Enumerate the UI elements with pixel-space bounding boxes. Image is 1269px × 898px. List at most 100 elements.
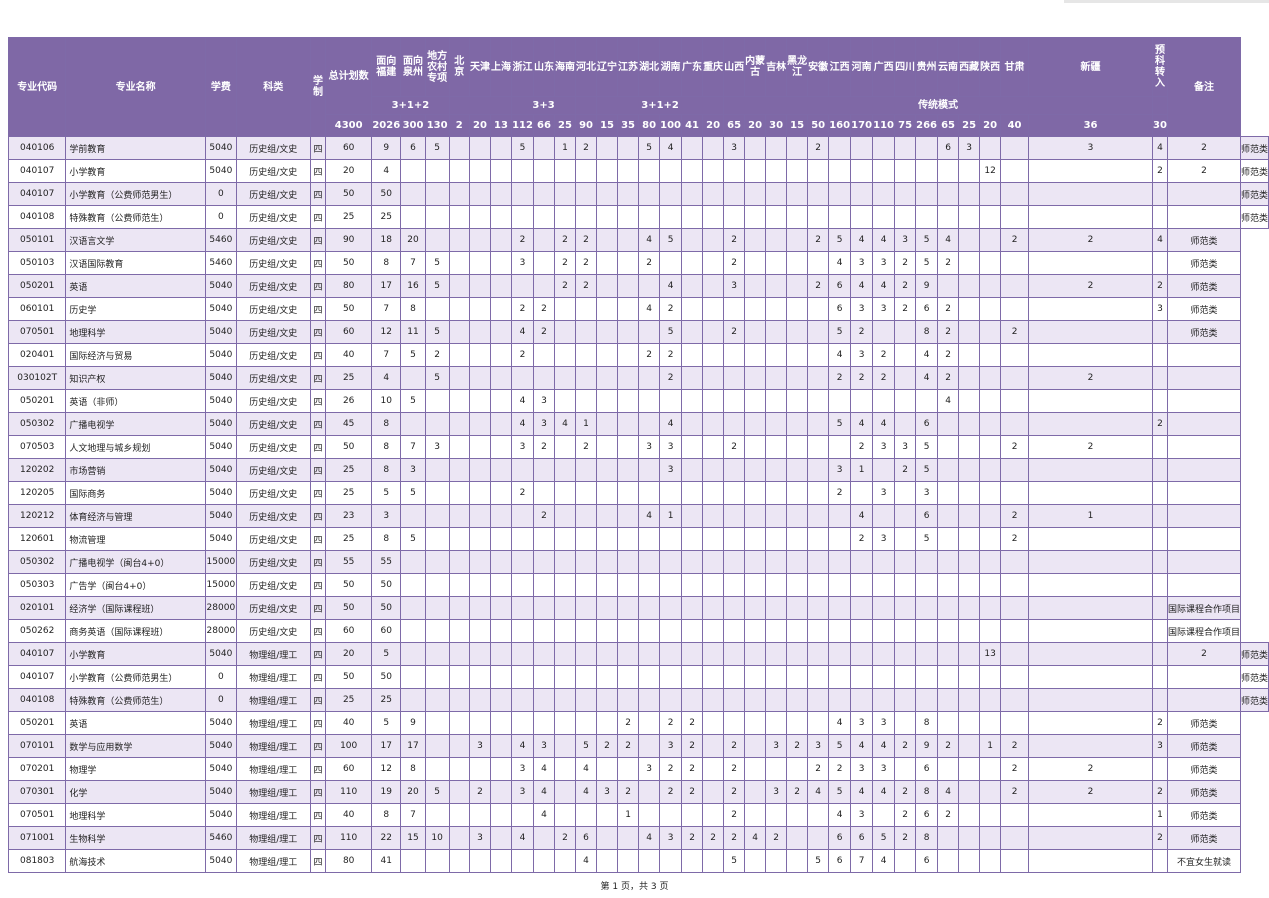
table-cell: 4 bbox=[828, 251, 852, 275]
table-cell bbox=[765, 573, 788, 597]
table-cell bbox=[596, 481, 619, 505]
table-cell bbox=[786, 182, 809, 206]
table-cell bbox=[575, 458, 598, 482]
table-cell: 6 bbox=[828, 826, 852, 850]
table-cell bbox=[1152, 849, 1168, 873]
table-cell bbox=[958, 573, 981, 597]
table-cell bbox=[448, 734, 470, 758]
table-cell bbox=[424, 849, 450, 873]
table-cell bbox=[532, 849, 556, 873]
table-cell bbox=[702, 412, 725, 436]
major-name-cell: 英语 bbox=[65, 274, 206, 298]
table-cell bbox=[765, 136, 788, 160]
major-name-cell: 小学教育 bbox=[65, 642, 206, 666]
table-cell bbox=[596, 389, 619, 413]
table-cell bbox=[511, 665, 534, 689]
table-cell bbox=[489, 619, 513, 643]
table-cell: 2 bbox=[937, 320, 960, 344]
table-cell bbox=[448, 665, 470, 689]
table-cell bbox=[958, 619, 981, 643]
table-cell bbox=[468, 159, 492, 183]
table-cell: 5 bbox=[872, 826, 896, 850]
table-cell bbox=[979, 826, 1002, 850]
table-cell bbox=[828, 665, 852, 689]
table-cell: 师范类 bbox=[1239, 688, 1269, 712]
table-cell: 2 bbox=[638, 251, 661, 275]
header-plan-total: 110 bbox=[872, 114, 896, 137]
table-cell bbox=[894, 320, 917, 344]
table-cell bbox=[596, 458, 619, 482]
table-cell: 历史组/文史 bbox=[235, 136, 311, 160]
table-cell bbox=[448, 757, 470, 781]
table-row: 040106 学前教育 5040 历史组/文史四 60 9 6 5 5 1 2 5 4 3 2 6 3 3 4 2 师范… bbox=[7, 136, 1269, 160]
table-cell: 50 bbox=[325, 182, 373, 206]
table-cell: 2 bbox=[532, 435, 556, 459]
table-cell: 25 bbox=[371, 205, 402, 229]
table-cell: 50 bbox=[371, 665, 402, 689]
table-cell bbox=[872, 596, 896, 620]
table-cell bbox=[489, 389, 513, 413]
table-cell: 历史组/文史 bbox=[235, 297, 311, 321]
table-cell bbox=[744, 780, 767, 804]
table-cell bbox=[596, 642, 619, 666]
table-cell bbox=[448, 504, 470, 528]
table-cell: 2 bbox=[894, 251, 917, 275]
table-cell: 8 bbox=[915, 780, 939, 804]
table-cell: 2 bbox=[850, 366, 874, 390]
table-cell bbox=[807, 205, 830, 229]
table-cell: 50 bbox=[371, 573, 402, 597]
table-cell bbox=[744, 389, 767, 413]
table-cell: 历史组/文史 bbox=[235, 320, 311, 344]
header-plan-total: 66 bbox=[532, 114, 556, 137]
table-cell bbox=[659, 849, 683, 873]
table-cell: 2 bbox=[872, 366, 896, 390]
table-cell: 5460 bbox=[204, 228, 237, 252]
table-cell: 5040 bbox=[204, 297, 237, 321]
table-cell bbox=[937, 849, 960, 873]
table-cell bbox=[723, 550, 746, 574]
table-cell: 四 bbox=[309, 481, 327, 505]
table-cell: 4 bbox=[872, 274, 896, 298]
table-cell bbox=[681, 458, 704, 482]
table-cell bbox=[872, 136, 896, 160]
table-cell bbox=[489, 849, 513, 873]
table-cell bbox=[937, 504, 960, 528]
table-cell bbox=[1028, 642, 1154, 666]
major-name-cell: 化学 bbox=[65, 780, 206, 804]
table-cell bbox=[532, 573, 556, 597]
table-cell: 4 bbox=[937, 780, 960, 804]
table-cell: 5040 bbox=[204, 757, 237, 781]
table-cell: 7 bbox=[400, 803, 426, 827]
table-cell: 3 bbox=[596, 780, 619, 804]
table-cell: 8 bbox=[400, 757, 426, 781]
header-plan-total: 170 bbox=[850, 114, 874, 137]
table-cell bbox=[786, 251, 809, 275]
major-name-cell: 地理科学 bbox=[65, 320, 206, 344]
table-cell bbox=[468, 297, 492, 321]
header-subject: 科类 bbox=[235, 37, 311, 137]
table-cell bbox=[553, 849, 577, 873]
table-cell: 2 bbox=[1152, 711, 1168, 735]
table-cell bbox=[617, 619, 640, 643]
table-cell bbox=[638, 665, 661, 689]
table-cell bbox=[448, 573, 470, 597]
table-cell: 物理组/理工 bbox=[235, 849, 311, 873]
table-body: 040106 学前教育 5040 历史组/文史四 60 9 6 5 5 1 2 5 4 3 2 6 3 3 4 2 师范… bbox=[7, 136, 1269, 873]
table-cell bbox=[979, 481, 1002, 505]
table-cell bbox=[828, 435, 852, 459]
table-cell: 3 bbox=[511, 251, 534, 275]
table-cell bbox=[448, 642, 470, 666]
table-cell bbox=[1000, 343, 1030, 367]
table-cell bbox=[979, 757, 1002, 781]
table-cell bbox=[807, 550, 830, 574]
table-cell bbox=[575, 527, 598, 551]
table-cell bbox=[1028, 458, 1154, 482]
table-cell bbox=[744, 159, 767, 183]
table-cell bbox=[1000, 366, 1030, 390]
table-cell bbox=[489, 412, 513, 436]
table-cell: 四 bbox=[309, 550, 327, 574]
major-name-cell: 知识产权 bbox=[65, 366, 206, 390]
table-cell: 2 bbox=[1000, 734, 1030, 758]
table-row: 071001 生物科学 5460 物理组/理工四 110 22 15 10 3 4 2 6 4 3 2 2 2 4… bbox=[7, 826, 1269, 850]
table-cell: 历史组/文史 bbox=[235, 251, 311, 275]
